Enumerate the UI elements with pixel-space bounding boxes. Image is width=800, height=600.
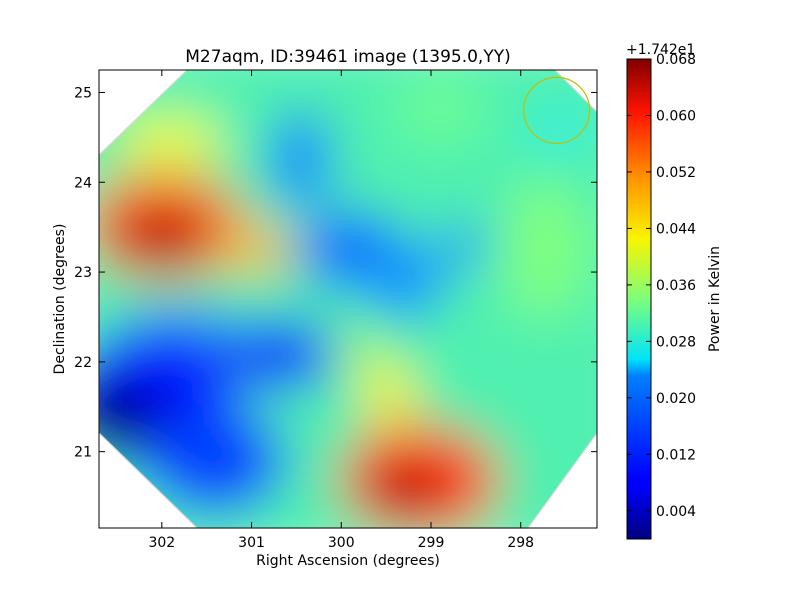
chart-title: M27aqm, ID:39461 image (1395.0,YY) xyxy=(185,47,510,67)
y-tick-label: 24 xyxy=(74,175,92,191)
beam-marker xyxy=(523,76,591,145)
colorbar-tick-label: 0.060 xyxy=(656,108,696,124)
y-axis-label: Declination (degrees) xyxy=(52,224,68,375)
colorbar-tick-label: 0.036 xyxy=(656,278,696,294)
x-tick-label: 302 xyxy=(148,535,175,551)
colorbar-tick-label: 0.044 xyxy=(656,221,696,237)
x-tick-label: 300 xyxy=(328,535,355,551)
x-axis: 302 301 300 299 298 xyxy=(148,70,534,551)
x-tick-label: 301 xyxy=(238,535,265,551)
colorbar-tick-label: 0.028 xyxy=(656,334,696,350)
colorbar-tick-label: 0.012 xyxy=(656,447,696,463)
y-axis: 21 22 23 24 25 xyxy=(74,85,597,461)
colorbar-ticks: 0.004 0.012 0.020 0.028 0.036 0.044 0.052 0.060… xyxy=(627,52,696,520)
colorbar-tick-label: 0.004 xyxy=(656,504,696,520)
x-tick-label: 299 xyxy=(418,535,445,551)
y-tick-label: 23 xyxy=(74,265,92,281)
y-tick-label: 22 xyxy=(74,355,92,371)
y-tick-label: 21 xyxy=(74,445,92,461)
colorbar-label: Power in Kelvin xyxy=(707,246,723,352)
x-axis-label: Right Ascension (degrees) xyxy=(256,553,440,569)
colorbar-tick-label: 0.068 xyxy=(656,52,696,68)
colorbar-tick-label: 0.020 xyxy=(656,391,696,407)
colorbar-tick-label: 0.052 xyxy=(656,165,696,181)
x-tick-label: 298 xyxy=(507,535,534,551)
colorbar xyxy=(626,58,652,540)
heatmap xyxy=(99,70,597,528)
y-tick-label: 25 xyxy=(74,85,92,101)
colorbar-offset-text: +1.742e1 xyxy=(626,42,695,58)
axes-frame xyxy=(98,69,598,529)
